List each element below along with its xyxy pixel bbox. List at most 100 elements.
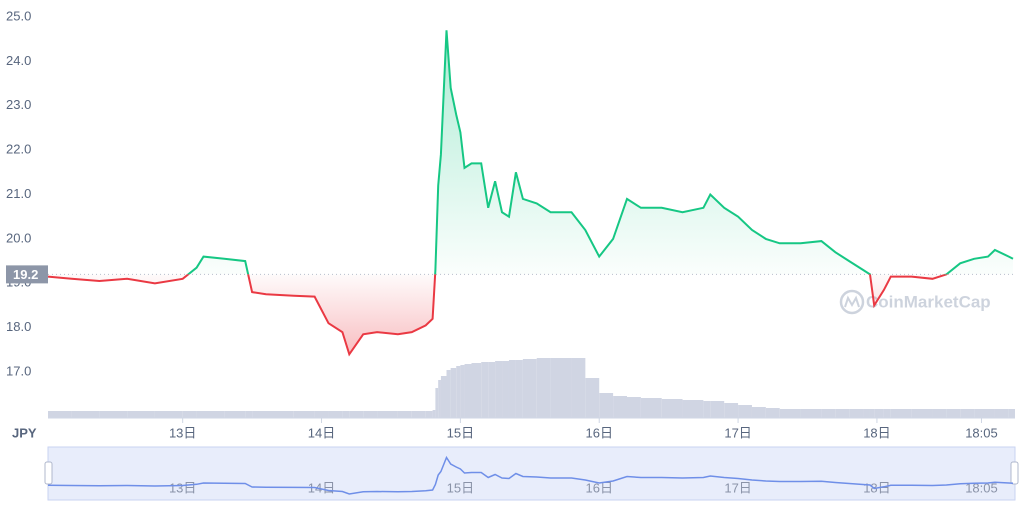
volume-bar — [869, 409, 875, 418]
volume-bar — [48, 411, 72, 418]
volume-bar — [328, 411, 343, 418]
volume-bar — [960, 409, 975, 418]
volume-bar — [515, 360, 523, 418]
volume-bar — [411, 411, 426, 418]
y-tick-label: 21.0 — [6, 186, 31, 201]
volume-bar — [765, 408, 780, 418]
volume-bar — [536, 358, 551, 418]
volume-bar — [821, 409, 836, 418]
price-line-down — [47, 274, 949, 357]
volume-bar — [203, 411, 225, 418]
navigator-handle-right[interactable] — [1010, 461, 1019, 485]
volume-bar — [890, 409, 912, 418]
volume-bar — [182, 411, 197, 418]
navigator-tick-label: 15日 — [447, 480, 474, 495]
x-tick-label: 16日 — [585, 425, 612, 440]
volume-bar — [349, 411, 364, 418]
volume-bar — [440, 376, 447, 418]
watermark-text: CoinMarketCap — [866, 292, 991, 311]
volume-bar — [293, 411, 315, 418]
navigator-tick-label: 18:05 — [965, 480, 998, 495]
volume-bar — [751, 407, 766, 418]
volume-bar — [438, 380, 441, 418]
volume-bar — [779, 409, 801, 418]
currency-label: JPY — [12, 425, 37, 440]
volume-bar — [724, 403, 739, 418]
volume-bar — [800, 409, 822, 418]
volume-bar — [425, 411, 433, 418]
y-tick-label: 22.0 — [6, 142, 31, 157]
volume-bar — [342, 411, 350, 418]
volume-bar — [874, 409, 884, 418]
volume-bar — [932, 409, 947, 418]
y-tick-label: 23.0 — [6, 97, 31, 112]
volume-bar — [988, 409, 995, 418]
volume-bar — [585, 378, 600, 418]
volume-bar — [883, 409, 891, 418]
volume-bar — [432, 410, 436, 418]
navigator-handle-left[interactable] — [44, 461, 53, 485]
volume-bar — [863, 409, 870, 418]
volume-bar — [661, 399, 683, 418]
navigator-tick-label: 16日 — [585, 480, 612, 495]
volume-bar — [849, 409, 864, 418]
navigator-tick-label: 17日 — [724, 480, 751, 495]
volume-bar — [738, 405, 752, 418]
price-line-up — [186, 30, 1014, 275]
volume-bar — [154, 411, 183, 418]
volume-bar — [495, 361, 503, 418]
x-tick-label: 15日 — [447, 425, 474, 440]
volume-bar — [911, 409, 933, 418]
volume-bar — [446, 370, 451, 418]
volume-bar — [397, 411, 412, 418]
navigator-line — [47, 455, 1014, 495]
volume-bar — [974, 409, 989, 418]
volume-bar — [703, 401, 711, 418]
x-tick-label: 18:05 — [965, 425, 998, 440]
volume-bar — [464, 364, 472, 418]
volume-bar — [99, 411, 128, 418]
volume-bar — [127, 411, 155, 418]
baseline-label: 19.2 — [13, 267, 38, 282]
volume-bar — [946, 409, 961, 418]
volume-bar — [481, 362, 489, 418]
watermark: CoinMarketCap — [839, 289, 991, 315]
baseline-label-box — [6, 265, 48, 284]
volume-bar — [627, 397, 641, 418]
volume-bar — [460, 365, 465, 418]
volume-bar — [224, 411, 246, 418]
x-tick-label: 14日 — [308, 425, 335, 440]
y-tick-label: 24.0 — [6, 53, 31, 68]
navigator[interactable] — [47, 446, 1016, 501]
volume-bar — [571, 358, 586, 418]
y-tick-label: 20.0 — [6, 230, 31, 245]
navigator-tick-label: 14日 — [308, 480, 335, 495]
volume-bar — [363, 411, 378, 418]
navigator-tick-label: 13日 — [169, 480, 196, 495]
volume-bar — [1013, 409, 1015, 418]
volume-bar — [508, 360, 516, 418]
volume-bar — [265, 411, 294, 418]
volume-bar — [252, 411, 266, 418]
volume-bar — [450, 368, 457, 418]
volume-bar — [488, 362, 496, 418]
volume-bar — [314, 411, 329, 418]
volume-bar — [471, 363, 482, 418]
volume-bar — [1008, 409, 1013, 418]
volume-bar — [435, 388, 439, 418]
y-tick-label: 17.0 — [6, 363, 31, 378]
volume-bar — [613, 396, 627, 418]
volume-bar — [640, 398, 662, 418]
volume-bar — [522, 359, 537, 418]
y-tick-label: 18.0 — [6, 319, 31, 334]
x-tick-label: 17日 — [724, 425, 751, 440]
volume-bar — [550, 358, 572, 418]
volume-bar — [245, 411, 253, 418]
volume-bar — [994, 409, 1009, 418]
volume-bar — [71, 411, 100, 418]
volume-bar — [599, 393, 614, 418]
area-down — [48, 274, 1013, 355]
x-tick-label: 18日 — [863, 425, 890, 440]
volume-bar — [682, 400, 704, 418]
